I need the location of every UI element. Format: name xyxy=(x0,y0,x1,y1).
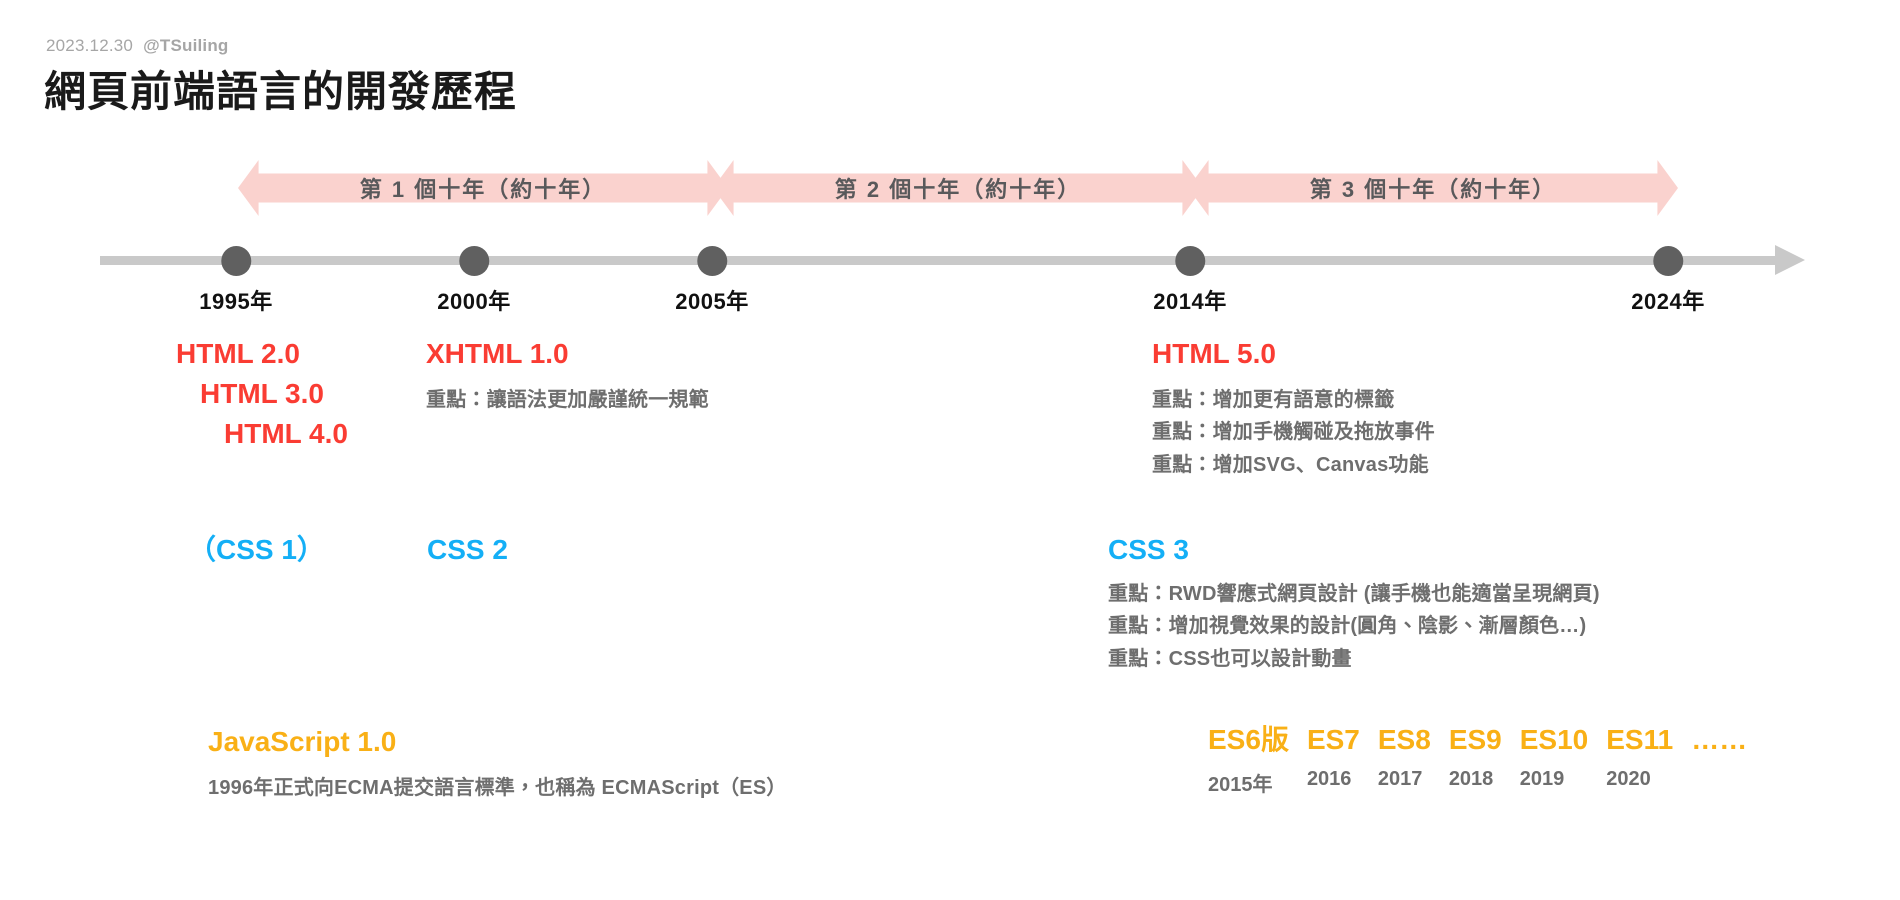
ecmascript-item: ES9 2018 xyxy=(1449,722,1502,791)
ecmascript-name: ES6版 xyxy=(1208,724,1289,755)
html-version-label: HTML 4.0 xyxy=(224,417,348,449)
timeline-year-label: 2000年 xyxy=(437,289,511,314)
timeline-year-label: 2014年 xyxy=(1153,289,1227,314)
axis-arrowhead-icon xyxy=(1775,245,1805,275)
javascript-group: JavaScript 1.0 1996年正式向ECMA提交語言標準，也稱為 EC… xyxy=(208,722,787,804)
decade-label: 第 1 個十年（約十年） xyxy=(359,177,607,202)
ecmascript-name: ES7 xyxy=(1306,724,1360,755)
css3-group: CSS 3 重點：RWD響應式網頁設計 (讓手機也能適當呈現網頁) 重點：增加視… xyxy=(1108,530,1600,675)
xhtml-title: XHTML 1.0 xyxy=(426,338,569,369)
page-title: 網頁前端語言的開發歷程 xyxy=(44,68,518,115)
html5-note: 重點：增加手機觸碰及拖放事件 xyxy=(1152,421,1435,444)
css3-note: 重點：CSS也可以設計動畫 xyxy=(1108,647,1352,670)
ecmascript-name: ES9 xyxy=(1448,724,1502,755)
timeline-year-label: 2005年 xyxy=(675,289,749,314)
html-version-label: HTML 2.0 xyxy=(176,338,300,369)
decade-arrow: 第 1 個十年（約十年） xyxy=(238,160,728,216)
ecmascript-year: 2020 xyxy=(1606,768,1651,791)
ecmascript-item: …… xyxy=(1691,722,1747,768)
xhtml-note: 重點：讓語法更加嚴謹統一規範 xyxy=(426,388,709,411)
ecmascript-year: 2018 xyxy=(1448,768,1494,791)
timeline-dot-icon xyxy=(1174,246,1205,276)
ecmascript-name: ES10 xyxy=(1519,724,1589,755)
css3-note: 重點：增加視覺效果的設計(圓角、陰影、漸層顏色…) xyxy=(1108,615,1587,638)
timeline-node: 2000年 xyxy=(437,238,510,316)
timeline-node: 1995年 xyxy=(199,238,272,316)
byline-date: 2023.12.30 xyxy=(46,36,134,55)
timeline-year-label: 1995年 xyxy=(199,289,273,314)
ecmascript-item: ES6版 2015年 xyxy=(1208,722,1289,797)
axis-line xyxy=(100,256,1779,265)
ecmascript-item: ES8 2017 xyxy=(1378,722,1431,791)
html-version-label: HTML 3.0 xyxy=(200,377,324,409)
css2-group: CSS 2 xyxy=(427,530,508,570)
timeline-dot-icon xyxy=(220,246,251,276)
ecmascript-name: ES8 xyxy=(1377,724,1431,755)
timeline-node: 2024年 xyxy=(1631,238,1704,316)
html5-note: 重點：增加SVG、Canvas功能 xyxy=(1152,453,1429,476)
xhtml-group: XHTML 1.0 重點：讓語法更加嚴謹統一規範 xyxy=(426,334,709,416)
timeline-node: 2014年 xyxy=(1153,238,1226,316)
decade-label: 第 3 個十年（約十年） xyxy=(1309,177,1557,202)
timeline-node: 2005年 xyxy=(675,238,748,316)
byline-handle: @TSuiling xyxy=(143,36,229,55)
timeline-dot-icon xyxy=(458,246,489,276)
decade-arrow: 第 3 個十年（約十年） xyxy=(1188,160,1678,216)
css3-note: 重點：RWD響應式網頁設計 (讓手機也能適當呈現網頁) xyxy=(1108,582,1600,605)
ecmascript-name: ES11 xyxy=(1606,724,1674,755)
javascript-note: 1996年正式向ECMA提交語言標準，也稱為 ECMAScript（ES） xyxy=(208,776,787,799)
timeline-axis: 1995年 2000年 2005年 2014年 2024年 xyxy=(0,238,1900,314)
ecmascript-item: ES10 2019 xyxy=(1520,722,1589,791)
html-versions-group: HTML 2.0 HTML 3.0 HTML 4.0 xyxy=(176,334,348,453)
css1-title: （CSS 1） xyxy=(188,534,325,565)
ecmascript-year: 2016 xyxy=(1306,768,1352,791)
css3-title: CSS 3 xyxy=(1108,534,1189,565)
timeline-year-label: 2024年 xyxy=(1631,289,1705,314)
decade-arrow: 第 2 個十年（約十年） xyxy=(713,160,1203,216)
ecmascript-ellipsis: …… xyxy=(1691,724,1748,755)
ecmascript-item: ES11 2020 xyxy=(1606,722,1673,791)
ecmascript-year: 2017 xyxy=(1377,768,1423,791)
css1-group: （CSS 1） xyxy=(188,530,325,570)
ecmascript-year: 2015年 xyxy=(1208,774,1273,797)
css2-title: CSS 2 xyxy=(427,534,508,565)
javascript-title: JavaScript 1.0 xyxy=(208,726,397,757)
decade-label: 第 2 個十年（約十年） xyxy=(834,177,1082,202)
html5-title: HTML 5.0 xyxy=(1152,338,1276,369)
timeline-dot-icon xyxy=(696,246,727,276)
html5-note: 重點：增加更有語意的標籤 xyxy=(1152,388,1395,411)
ecmascript-year: 2019 xyxy=(1519,768,1565,791)
ecmascript-item: ES7 2016 xyxy=(1307,722,1360,791)
ecmascript-version-grid: ES6版 2015年 ES7 2016 ES8 2017 ES9 2018 ES… xyxy=(1208,722,1747,797)
timeline-dot-icon xyxy=(1652,246,1683,276)
byline: 2023.12.30 @TSuiling xyxy=(46,36,229,56)
ecmascript-group: ES6版 2015年 ES7 2016 ES8 2017 ES9 2018 ES… xyxy=(1208,722,1747,797)
decade-arrow-group: 第 1 個十年（約十年） 第 2 個十年（約十年） 第 3 個十年（約十年） xyxy=(0,160,1900,222)
html5-group: HTML 5.0 重點：增加更有語意的標籤 重點：增加手機觸碰及拖放事件 重點：… xyxy=(1152,334,1435,481)
